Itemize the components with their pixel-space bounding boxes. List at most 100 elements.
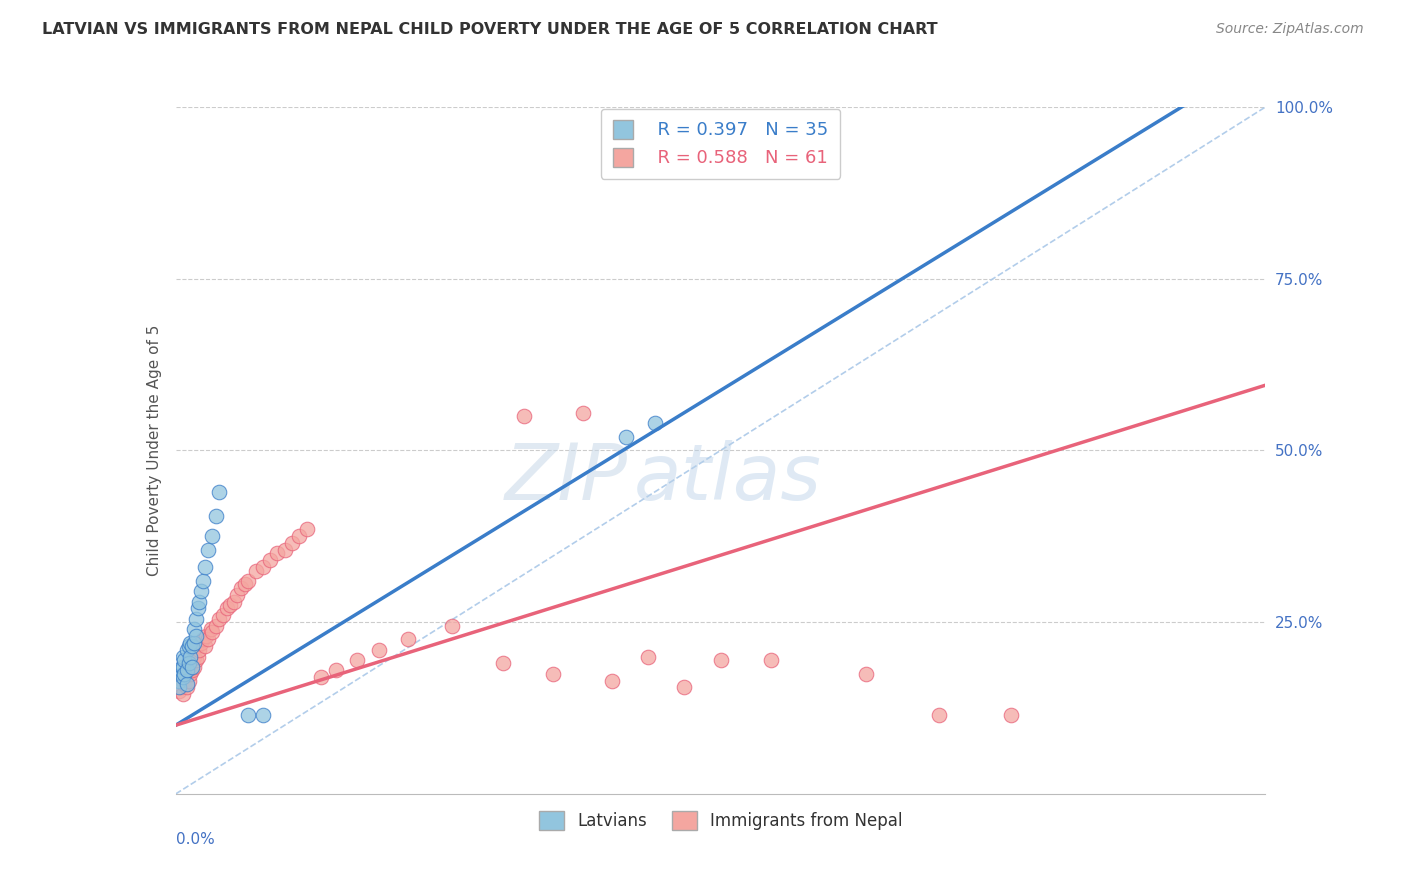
Point <box>172 687 194 701</box>
Point <box>346 653 368 667</box>
Point <box>266 546 288 561</box>
Point <box>184 612 207 626</box>
Point <box>183 660 205 674</box>
Point <box>184 629 207 643</box>
Point <box>396 632 419 647</box>
Point <box>325 663 347 677</box>
Point <box>208 484 231 499</box>
Point <box>179 636 201 650</box>
Point <box>177 673 200 688</box>
Point <box>219 598 242 612</box>
Point <box>173 677 195 691</box>
Point <box>245 564 267 578</box>
Point <box>281 536 304 550</box>
Point <box>184 653 207 667</box>
Point <box>309 670 332 684</box>
Point <box>204 618 226 632</box>
Point <box>172 660 194 674</box>
Point <box>194 560 217 574</box>
Point <box>204 508 226 523</box>
Text: LATVIAN VS IMMIGRANTS FROM NEPAL CHILD POVERTY UNDER THE AGE OF 5 CORRELATION CH: LATVIAN VS IMMIGRANTS FROM NEPAL CHILD P… <box>42 22 938 37</box>
Point <box>212 608 235 623</box>
Point <box>177 657 200 671</box>
Point <box>186 601 209 615</box>
Point <box>543 666 565 681</box>
Point <box>176 666 198 681</box>
Point <box>194 639 217 653</box>
Text: atlas: atlas <box>633 440 821 516</box>
Point <box>173 653 195 667</box>
Point <box>295 523 318 537</box>
Point <box>186 649 209 664</box>
Point <box>238 707 260 722</box>
Point <box>193 632 215 647</box>
Point <box>179 653 201 667</box>
Point <box>176 681 198 695</box>
Point <box>170 666 193 681</box>
Point <box>637 649 659 664</box>
Point <box>259 553 281 567</box>
Point <box>226 588 249 602</box>
Point <box>176 677 198 691</box>
Point <box>513 409 536 423</box>
Point <box>169 681 191 695</box>
Point <box>252 560 274 574</box>
Point <box>170 681 193 695</box>
Point <box>172 673 194 688</box>
Point <box>193 574 215 588</box>
Text: 0.0%: 0.0% <box>176 831 215 847</box>
Point <box>208 612 231 626</box>
Legend: Latvians, Immigrants from Nepal: Latvians, Immigrants from Nepal <box>531 805 910 837</box>
Point <box>172 670 194 684</box>
Point <box>195 629 218 643</box>
Point <box>222 594 245 608</box>
Point <box>183 636 205 650</box>
Point <box>179 649 201 664</box>
Point <box>231 581 253 595</box>
Point <box>201 529 224 543</box>
Point <box>188 594 211 608</box>
Point <box>761 653 783 667</box>
Point <box>201 625 224 640</box>
Point <box>200 622 222 636</box>
Point <box>238 574 260 588</box>
Point <box>288 529 311 543</box>
Point <box>177 660 200 674</box>
Point <box>169 673 191 688</box>
Point <box>180 660 202 674</box>
Point <box>173 666 195 681</box>
Point <box>197 632 219 647</box>
Point <box>170 660 193 674</box>
Point <box>184 639 207 653</box>
Point <box>928 707 950 722</box>
Point <box>172 649 194 664</box>
Point <box>710 653 733 667</box>
Point <box>183 649 205 664</box>
Point <box>600 673 623 688</box>
Point <box>644 416 666 430</box>
Point <box>176 642 198 657</box>
Point <box>492 657 515 671</box>
Point <box>233 577 256 591</box>
Point <box>215 601 238 615</box>
Point <box>190 584 212 599</box>
Point <box>179 666 201 681</box>
Point <box>183 622 205 636</box>
Point <box>176 663 198 677</box>
Point <box>1000 707 1022 722</box>
Point <box>440 618 463 632</box>
Point <box>169 683 191 698</box>
Point <box>855 666 877 681</box>
Text: ZIP: ZIP <box>505 440 628 516</box>
Point <box>274 543 297 558</box>
Text: Source: ZipAtlas.com: Source: ZipAtlas.com <box>1216 22 1364 37</box>
Point <box>368 642 391 657</box>
Point <box>197 543 219 558</box>
Point <box>673 681 696 695</box>
Point <box>571 406 593 420</box>
Point <box>180 639 202 653</box>
Y-axis label: Child Poverty Under the Age of 5: Child Poverty Under the Age of 5 <box>146 325 162 576</box>
Point <box>190 636 212 650</box>
Point <box>252 707 274 722</box>
Point <box>188 642 211 657</box>
